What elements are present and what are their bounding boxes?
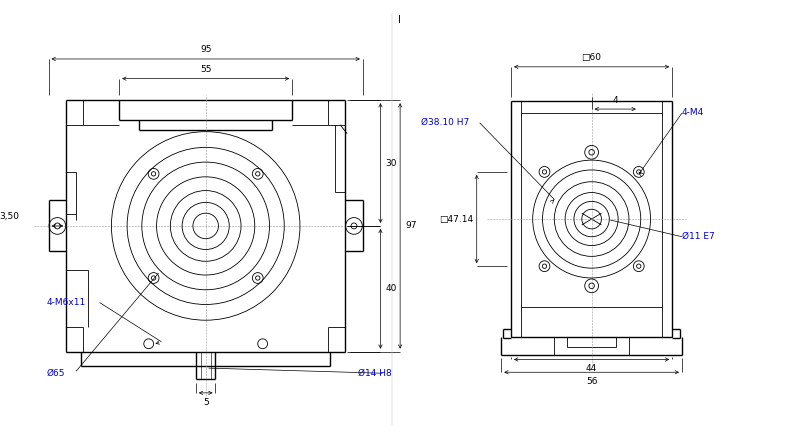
Text: Ø14 H8: Ø14 H8 bbox=[358, 369, 392, 378]
Text: 55: 55 bbox=[200, 65, 212, 74]
Text: 4-M6x11: 4-M6x11 bbox=[47, 298, 86, 307]
Text: □60: □60 bbox=[581, 53, 602, 62]
Text: 97: 97 bbox=[405, 222, 416, 230]
Text: 95: 95 bbox=[200, 45, 212, 54]
Text: 4-M4: 4-M4 bbox=[682, 108, 704, 118]
Text: 3,50: 3,50 bbox=[0, 212, 19, 221]
Text: 5: 5 bbox=[203, 398, 209, 407]
Text: Ø65: Ø65 bbox=[47, 369, 65, 378]
Text: 40: 40 bbox=[386, 284, 397, 293]
Text: 30: 30 bbox=[386, 159, 397, 167]
Text: I: I bbox=[397, 15, 401, 25]
Text: 56: 56 bbox=[586, 377, 597, 386]
Text: Ø38.10 H7: Ø38.10 H7 bbox=[421, 118, 469, 127]
Text: 4: 4 bbox=[612, 96, 618, 105]
Text: □47.14: □47.14 bbox=[438, 214, 472, 223]
Text: 44: 44 bbox=[586, 365, 597, 373]
Text: Ø11 E7: Ø11 E7 bbox=[682, 232, 715, 241]
